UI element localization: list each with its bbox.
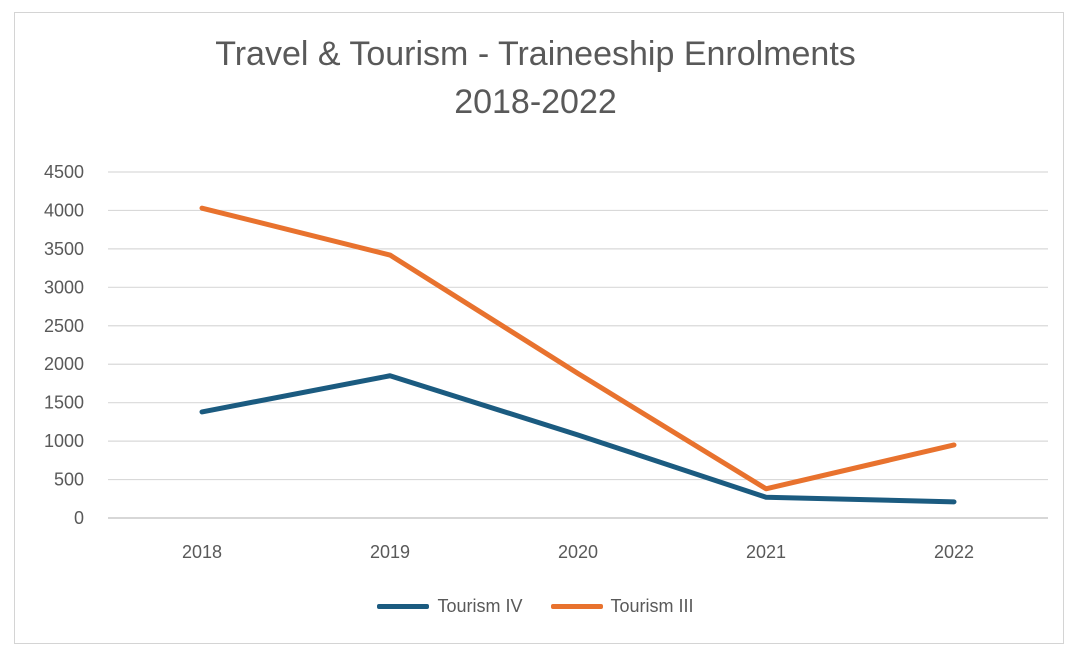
chart-title: Travel & Tourism - Traineeship Enrolment…: [0, 30, 1071, 126]
x-tick-label-2021: 2021: [746, 542, 786, 562]
legend: Tourism IV Tourism III: [0, 596, 1071, 617]
legend-label-tourism-iii: Tourism III: [610, 596, 694, 616]
y-tick-label-2500: 2500: [44, 316, 84, 336]
series-line-tourism-iii: [199, 205, 957, 492]
legend-item-tourism-iv: Tourism IV: [377, 596, 523, 617]
chart-title-line-1: Travel & Tourism - Traineeship Enrolment…: [215, 35, 856, 73]
gridlines: [108, 171, 1048, 519]
y-tick-label-4500: 4500: [44, 162, 84, 182]
x-tick-label-2018: 2018: [182, 542, 222, 562]
y-tick-label-500: 500: [54, 470, 84, 490]
legend-label-tourism-iv: Tourism IV: [437, 596, 523, 616]
y-tick-label-3000: 3000: [44, 277, 84, 297]
y-tick-label-1500: 1500: [44, 393, 84, 413]
x-tick-label-2019: 2019: [370, 542, 410, 562]
y-tick-label-4000: 4000: [44, 200, 84, 220]
legend-swatch-tourism-iii: [550, 604, 603, 609]
chart-title-line-2: 2018-2022: [454, 83, 617, 121]
legend-swatch-tourism-iv: [377, 604, 430, 609]
y-tick-label-1000: 1000: [44, 431, 84, 451]
chart-frame: [14, 12, 1064, 644]
series-lines: [199, 205, 957, 505]
legend-item-tourism-iii: Tourism III: [550, 596, 694, 617]
x-axis-tick-labels: 2018 2019 2020 2021 2022: [182, 542, 974, 562]
y-tick-label-0: 0: [74, 508, 84, 528]
series-line-tourism-iv: [199, 373, 957, 505]
x-tick-label-2020: 2020: [558, 542, 598, 562]
y-axis-tick-labels: 0 500 1000 1500 2000 2500 3000 3500 4000 4500: [44, 162, 84, 528]
y-tick-label-2000: 2000: [44, 354, 84, 374]
y-tick-label-3500: 3500: [44, 239, 84, 259]
x-tick-label-2022: 2022: [934, 542, 974, 562]
